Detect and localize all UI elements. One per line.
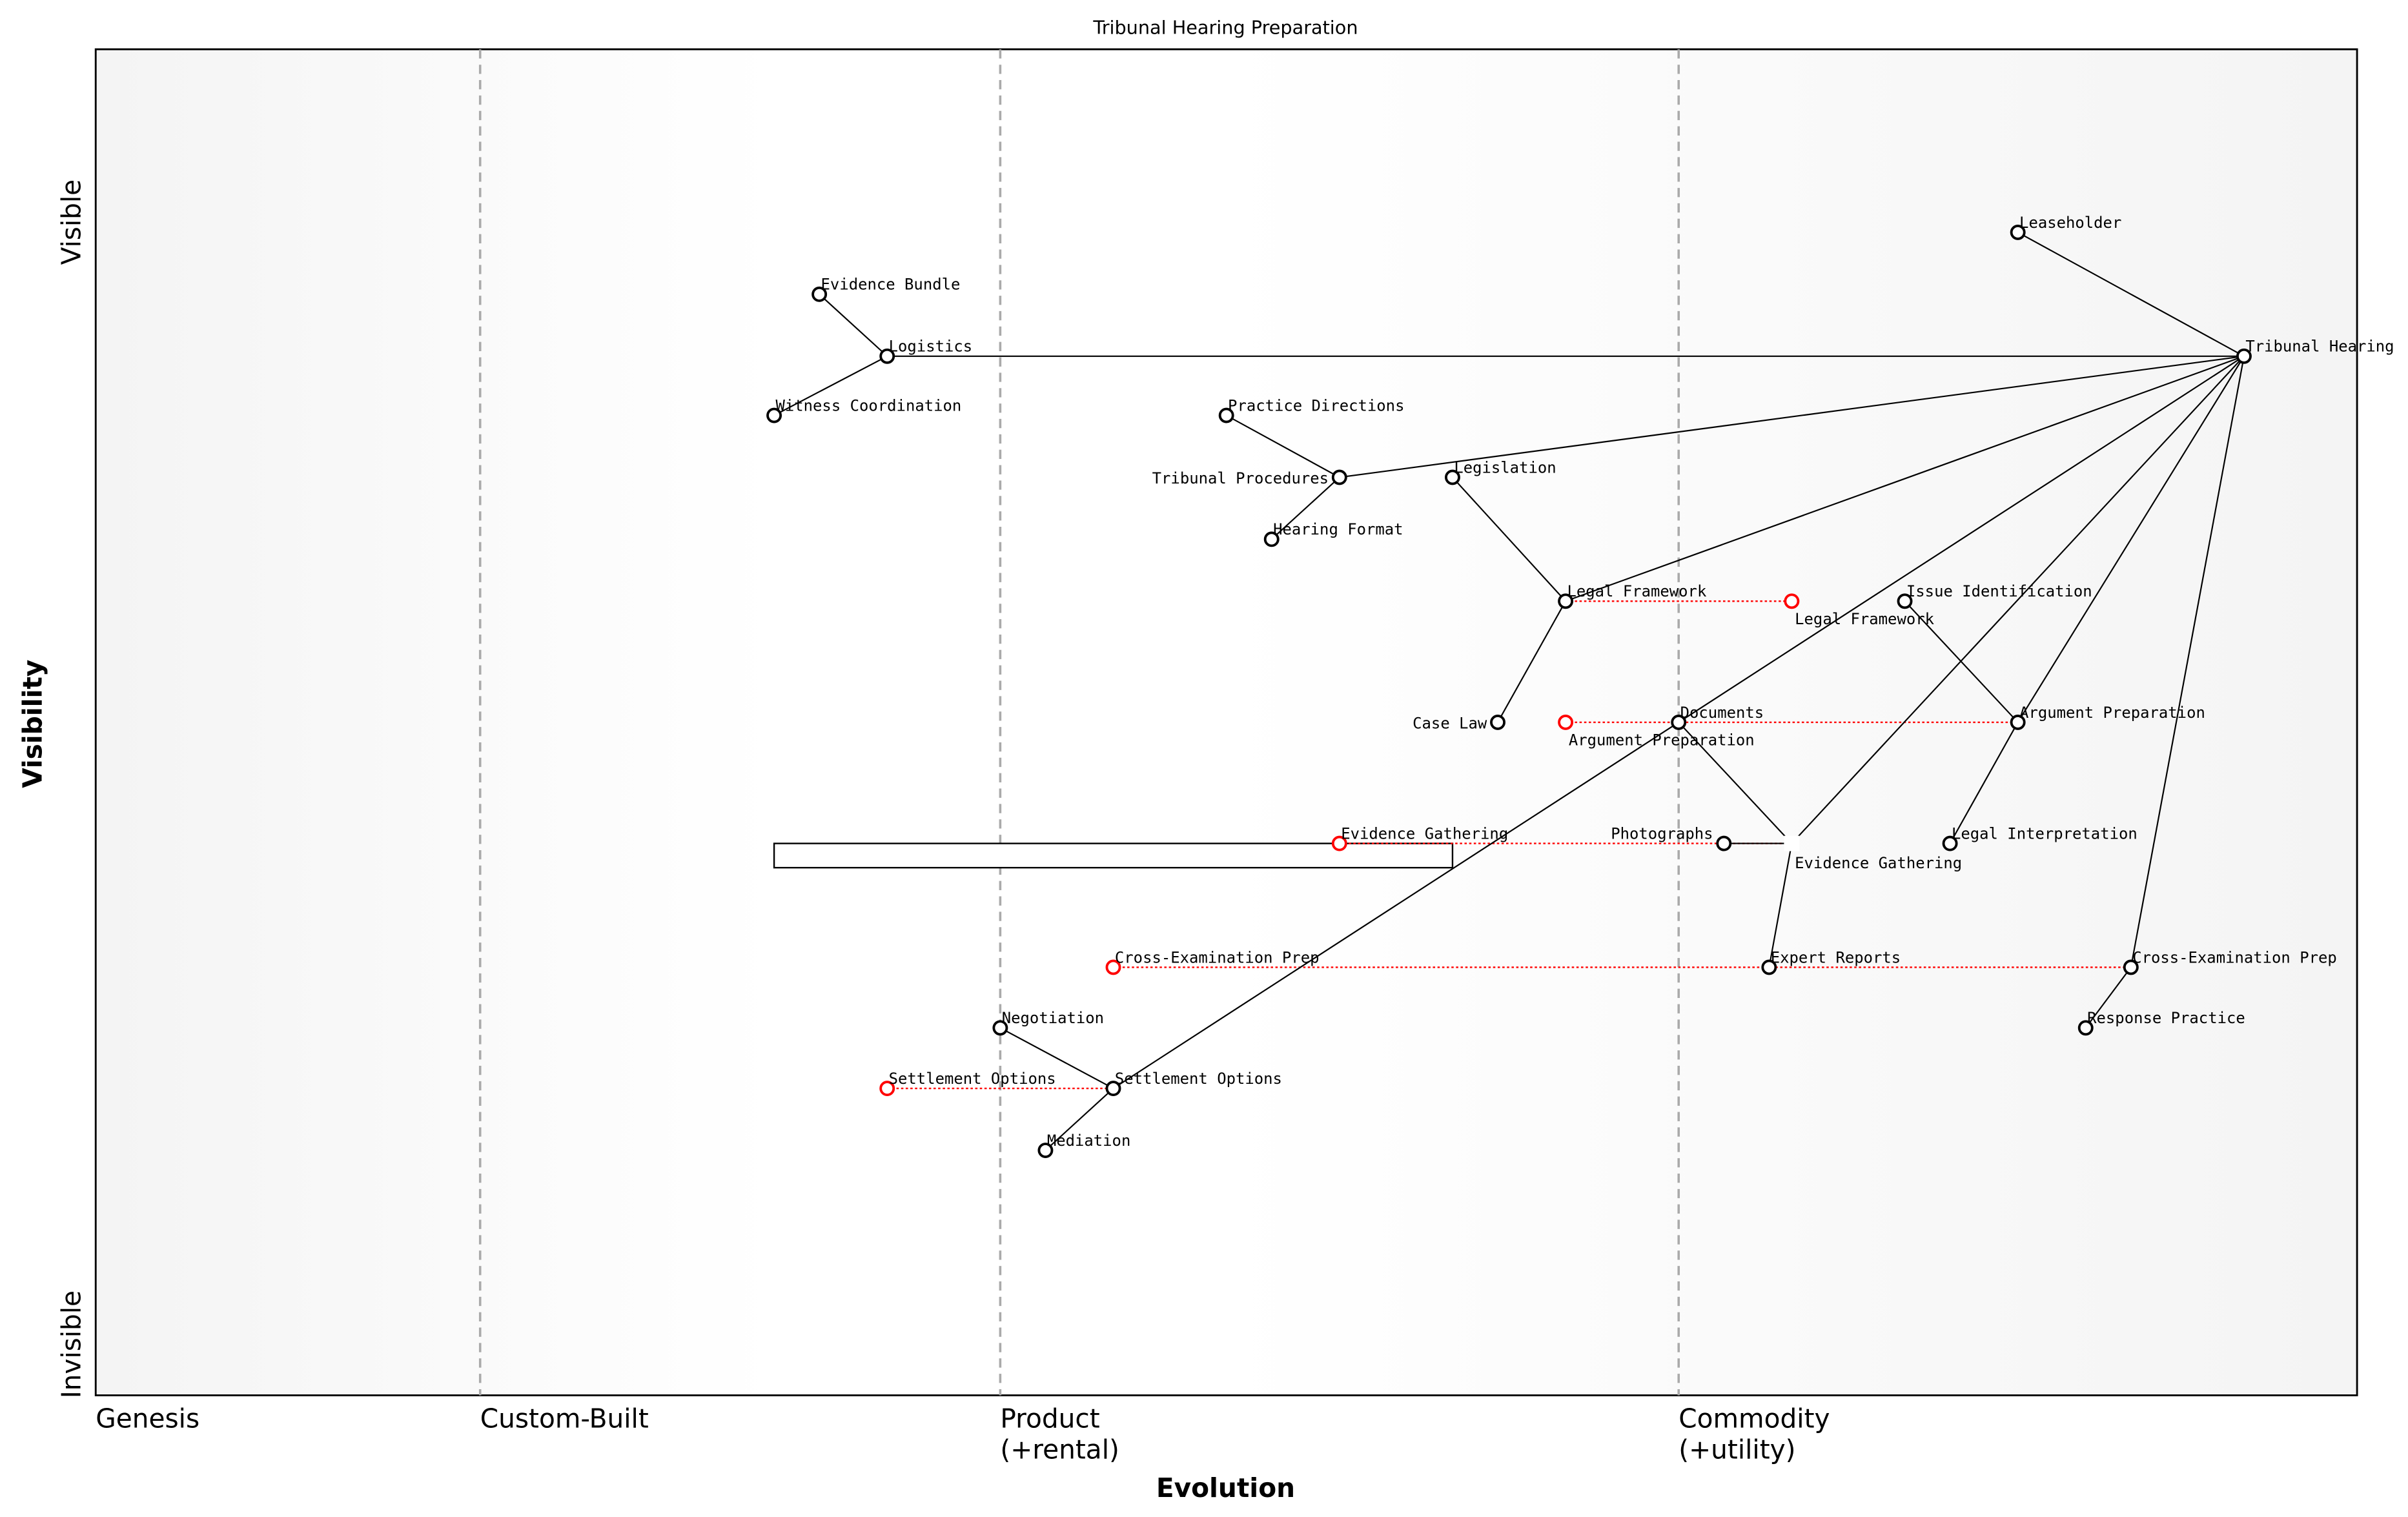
component-label: Witness Coordination xyxy=(775,396,961,414)
component-label: Negotiation xyxy=(1002,1009,1104,1027)
component-node[interactable] xyxy=(1263,531,1280,547)
component-label: Legal Framework xyxy=(1795,610,1934,628)
component-label: Practice Directions xyxy=(1228,396,1404,414)
dependency-link xyxy=(1949,722,2019,844)
component-label: Argument Preparation xyxy=(2019,704,2205,722)
dependency-link xyxy=(1045,1088,1114,1151)
component-label: Logistics xyxy=(889,338,973,356)
dependency-link xyxy=(1339,355,2245,478)
evolved-component-node[interactable] xyxy=(1105,959,1121,975)
component-label: Legal Interpretation xyxy=(1952,824,2138,842)
dependency-link xyxy=(1112,722,1679,1090)
component-label: Cross-Examination Prep xyxy=(2132,948,2337,966)
component-label: Mediation xyxy=(1047,1132,1131,1150)
component-label: Evidence Gathering xyxy=(1795,854,1962,872)
component-node[interactable] xyxy=(1897,593,1913,609)
evolved-component-node[interactable] xyxy=(879,1081,895,1097)
component-label: Response Practice xyxy=(2087,1009,2245,1027)
dependency-link xyxy=(2130,356,2245,968)
component-label: Evidence Gathering xyxy=(1341,824,1508,842)
dependency-link xyxy=(1271,476,1340,540)
component-node[interactable] xyxy=(1105,1081,1121,1097)
y-axis-title: Visibility xyxy=(17,660,48,788)
component-label: Argument Preparation xyxy=(1569,731,1755,749)
dependency-link xyxy=(1678,722,1793,844)
stage-label: Custom-Built xyxy=(480,1403,649,1434)
component-node[interactable] xyxy=(1784,835,1800,851)
component-label: Documents xyxy=(1680,704,1764,722)
stage-label: Commodity (+utility) xyxy=(1678,1403,1830,1465)
component-label: Case Law xyxy=(1413,715,1487,733)
dependency-link xyxy=(773,355,888,416)
component-node[interactable] xyxy=(1942,835,1958,851)
dependency-link xyxy=(2017,231,2245,357)
component-label: Photographs xyxy=(1611,824,1713,842)
component-node[interactable] xyxy=(1037,1143,1054,1158)
stage-label: Genesis xyxy=(96,1403,199,1434)
component-node[interactable] xyxy=(992,1020,1008,1036)
dependency-link xyxy=(999,1027,1114,1090)
component-node[interactable] xyxy=(1716,835,1732,851)
component-node[interactable] xyxy=(1490,715,1505,730)
component-node[interactable] xyxy=(1558,593,1574,609)
dependency-link xyxy=(2017,356,2245,723)
evolved-component-node[interactable] xyxy=(1784,593,1800,609)
component-node[interactable] xyxy=(1331,469,1347,485)
component-node[interactable] xyxy=(1218,407,1234,423)
component-label: Legislation xyxy=(1454,458,1556,476)
dependency-link xyxy=(1565,355,2245,602)
evolved-component-node[interactable] xyxy=(1331,835,1347,851)
stage-label: Product (+rental) xyxy=(1000,1403,1119,1465)
dependency-link xyxy=(1452,476,1566,602)
map-title: Tribunal Hearing Preparation xyxy=(1092,17,1358,39)
component-label: Hearing Format xyxy=(1273,520,1403,538)
dependency-link xyxy=(1678,355,2245,723)
dependency-link xyxy=(1497,600,1567,723)
dependency-link xyxy=(1226,414,1340,478)
component-label: Expert Reports xyxy=(1771,948,1901,966)
plot-area xyxy=(94,48,2358,1396)
y-axis-bottom-label: Invisible xyxy=(56,1290,87,1398)
component-node[interactable] xyxy=(2077,1020,2094,1036)
component-node[interactable] xyxy=(811,286,828,302)
component-label: Issue Identification xyxy=(1906,582,2092,600)
dependency-link xyxy=(1904,600,2019,723)
component-node[interactable] xyxy=(2010,715,2026,730)
component-label: Cross-Examination Prep xyxy=(1115,948,1320,966)
dependency-link xyxy=(2085,966,2132,1028)
component-label: Evidence Bundle xyxy=(821,276,961,294)
component-node[interactable] xyxy=(1761,959,1777,975)
component-label: Tribunal Hearing xyxy=(2245,338,2394,356)
component-label: Settlement Options xyxy=(1115,1070,1282,1088)
x-axis-title: Evolution xyxy=(1156,1472,1295,1503)
evolved-component-node[interactable] xyxy=(1558,715,1574,730)
component-node[interactable] xyxy=(879,348,895,364)
component-label: Tribunal Procedures xyxy=(1152,469,1329,487)
pipeline-box xyxy=(773,842,1454,869)
component-node[interactable] xyxy=(2123,959,2139,975)
y-axis-top-label: Visible xyxy=(56,179,87,265)
component-label: Settlement Options xyxy=(889,1070,1056,1088)
dependency-link xyxy=(1768,843,1793,968)
component-label: Legal Framework xyxy=(1567,582,1706,600)
component-label: Leaseholder xyxy=(2019,214,2121,232)
component-node[interactable] xyxy=(2236,348,2252,364)
component-node[interactable] xyxy=(1671,715,1687,730)
dependency-link xyxy=(819,294,888,357)
component-node[interactable] xyxy=(1444,469,1460,485)
dependency-link xyxy=(1791,356,2245,844)
component-node[interactable] xyxy=(766,407,782,423)
component-node[interactable] xyxy=(2010,225,2026,240)
